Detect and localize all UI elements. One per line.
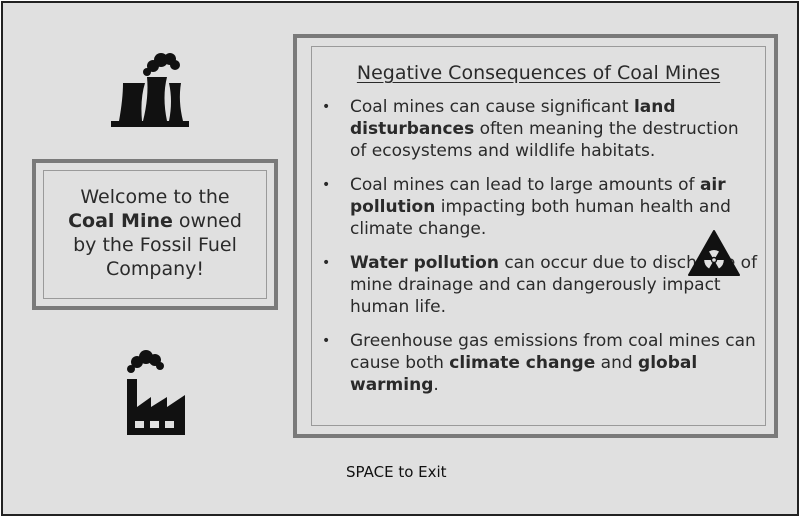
consequences-title: Negative Consequences of Coal Mines (356, 62, 721, 84)
bullet-text: . (433, 375, 439, 395)
consequences-list: • Coal mines can cause significant land … (318, 96, 758, 408)
radiation-warning-icon (688, 230, 740, 276)
welcome-line-2-rest: owned (172, 209, 242, 232)
exit-hint: SPACE to Exit (346, 463, 447, 481)
welcome-message: Welcome to the Coal Mine owned by the Fo… (50, 185, 260, 281)
bullet-text: impacting both human health and climate … (350, 197, 731, 239)
bullet-dot: • (322, 333, 331, 349)
bullet-text: Greenhouse gas emissions from coal mines… (350, 331, 756, 373)
bullet-text: often meaning the destruction of ecosyst… (350, 119, 739, 161)
welcome-panel-inner: Welcome to the Coal Mine owned by the Fo… (43, 170, 267, 299)
bullet-bold-text: air pollution (350, 175, 726, 217)
welcome-mine-name: Coal Mine (68, 209, 173, 232)
list-item: • Greenhouse gas emissions from coal min… (318, 330, 758, 396)
consequences-panel: Negative Consequences of Coal Mines • Co… (293, 34, 778, 438)
bullet-bold-text: global warming (350, 353, 698, 395)
welcome-line-3: by the Fossil Fuel (73, 233, 237, 256)
bullet-bold-text: land disturbances (350, 97, 676, 139)
welcome-panel: Welcome to the Coal Mine owned by the Fo… (32, 159, 278, 310)
welcome-line-1: Welcome to the (80, 185, 230, 208)
bullet-text: Coal mines can lead to large amounts of (350, 175, 700, 195)
factory-icon (127, 350, 185, 435)
list-item: • Coal mines can cause significant land … (318, 96, 758, 162)
bullet-text: and (595, 353, 639, 373)
bullet-dot: • (322, 177, 331, 193)
bullet-dot: • (322, 99, 331, 115)
bullet-bold-text: climate change (449, 353, 596, 373)
bullet-text: Coal mines can cause significant (350, 97, 634, 117)
bullet-dot: • (322, 255, 331, 271)
list-item: • Coal mines can lead to large amounts o… (318, 174, 758, 240)
power-plant-icon (111, 53, 189, 127)
welcome-line-4: Company! (105, 257, 204, 280)
bullet-bold-text: Water pollution (350, 253, 499, 273)
consequences-panel-inner: Negative Consequences of Coal Mines • Co… (311, 46, 766, 426)
